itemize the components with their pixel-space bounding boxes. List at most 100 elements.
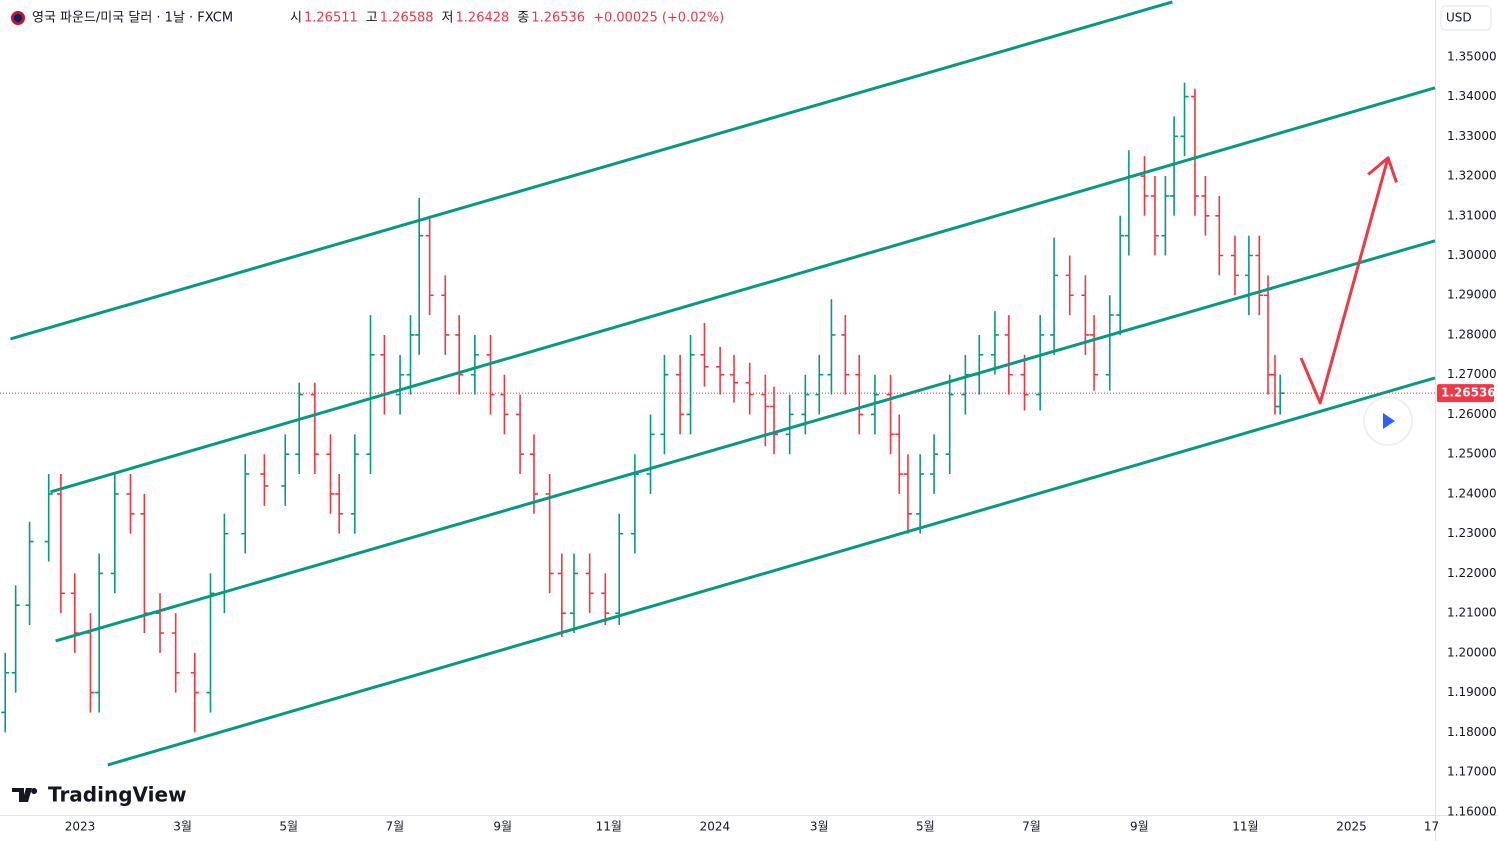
legend-label: 저	[442, 11, 454, 26]
ohlc-bar	[396, 354, 405, 415]
ohlc-bar	[716, 346, 725, 395]
logo-text: TradingView	[48, 783, 187, 807]
legend-label: 고	[366, 11, 378, 26]
ohlc-bar	[1201, 176, 1210, 236]
ohlc-bar	[1, 652, 10, 733]
ohlc-bar	[1276, 374, 1285, 415]
x-tick-label: 2023	[65, 820, 96, 834]
ohlc-bar	[1090, 315, 1099, 391]
y-tick-label: 1.26000	[1447, 407, 1497, 421]
plot-area	[0, 0, 1436, 767]
ohlc-bar	[190, 652, 199, 733]
ohlc-bar	[1170, 116, 1179, 216]
ohlc-bar	[1020, 354, 1029, 411]
y-tick-label: 1.17000	[1447, 765, 1497, 779]
ohlc-bar	[56, 474, 65, 614]
ohlc-bar	[570, 553, 578, 634]
y-tick-label: 1.32000	[1447, 169, 1497, 183]
ohlc-bar	[281, 434, 290, 506]
ohlc-bar	[1065, 255, 1074, 316]
ohlc-bar	[441, 275, 450, 355]
ohlc-bar	[1004, 315, 1013, 395]
ohlc-bar	[855, 354, 864, 435]
ohlc-bar	[676, 354, 685, 435]
ohlc-bar	[686, 334, 695, 435]
symbol-icon-inner	[14, 14, 22, 22]
legend-change: +0.00025 (+0.02%)	[593, 11, 724, 26]
y-tick-label: 1.27000	[1447, 367, 1497, 381]
x-tick-label: 7월	[1022, 820, 1041, 834]
ohlc-bar	[425, 215, 434, 316]
y-tick-label: 1.16000	[1447, 804, 1497, 818]
ohlc-bar	[700, 323, 709, 387]
ohlc-bar	[1190, 88, 1199, 216]
ohlc-bar	[1150, 176, 1159, 256]
ohlc-bar	[335, 474, 344, 534]
ohlc-bar	[1050, 237, 1059, 355]
x-tick-label: 17	[1424, 820, 1439, 834]
ohlc-bar	[895, 414, 904, 494]
legend-value: 1.26511	[304, 11, 358, 26]
ohlc-bar	[1255, 235, 1264, 316]
y-tick-label: 1.21000	[1447, 606, 1497, 620]
y-tick-label: 1.29000	[1447, 288, 1497, 302]
ohlc-bar	[241, 454, 250, 554]
y-tick-label: 1.20000	[1447, 645, 1497, 659]
ohlc-bar	[601, 573, 610, 626]
ohlc-bar	[415, 197, 424, 355]
ohlc-bar	[903, 454, 912, 534]
play-button[interactable]	[1363, 396, 1413, 446]
ohlc-bar	[171, 613, 180, 693]
ohlc-bar	[126, 474, 135, 534]
ohlc-bar	[1116, 215, 1125, 335]
legend-value: 1.26536	[531, 11, 585, 26]
ohlc-bar	[366, 315, 375, 475]
x-tick-label: 11월	[596, 820, 622, 834]
ohlc-bar	[945, 374, 954, 475]
ohlc-bar	[260, 454, 269, 506]
x-tick-label: 2024	[700, 820, 731, 834]
ohlc-bar	[615, 513, 624, 626]
legend-value: 1.26428	[456, 11, 510, 26]
play-icon[interactable]	[1383, 413, 1395, 429]
ohlc-legend: 시 1.26511 고 1.26588 저 1.26428 종 1.26536 +0.00025…	[290, 11, 724, 26]
ohlc-bar	[886, 374, 895, 455]
ohlc-bar	[1161, 176, 1170, 256]
y-tick-label: 1.24000	[1447, 486, 1497, 500]
ohlc-bar	[660, 354, 669, 455]
ohlc-bar	[11, 585, 20, 693]
trend-line	[55, 239, 1436, 643]
y-tick-label: 1.25000	[1447, 447, 1497, 461]
ohlc-bar	[529, 434, 538, 514]
ohlc-bar	[841, 315, 850, 395]
ohlc-bar	[1140, 156, 1149, 216]
ohlc-bar	[1036, 315, 1045, 411]
ohlc-bar	[930, 434, 939, 494]
ohlc-bar	[1244, 235, 1253, 316]
ohlc-bar	[470, 334, 479, 395]
currency-button[interactable]	[1440, 5, 1492, 31]
ohlc-bar	[44, 474, 53, 562]
ohlc-bar	[730, 354, 739, 403]
x-tick-label: 11월	[1232, 820, 1258, 834]
ohlc-bar	[95, 553, 104, 713]
logo[interactable]: TradingView	[12, 783, 187, 807]
ohlc-bar	[545, 474, 554, 594]
trend-line	[50, 86, 1436, 494]
ohlc-bar	[557, 553, 566, 637]
y-tick-label: 1.33000	[1447, 129, 1497, 143]
y-tick-label: 1.22000	[1447, 566, 1497, 580]
x-tick-label: 2025	[1336, 820, 1367, 834]
y-tick-label: 1.30000	[1447, 248, 1497, 262]
ohlc-bar	[350, 434, 359, 534]
x-tick-label: 3월	[810, 820, 829, 834]
y-tick-label: 1.31000	[1447, 208, 1497, 222]
trend-line	[107, 376, 1436, 767]
ohlc-bar	[110, 474, 119, 594]
currency-label[interactable]: USD	[1446, 11, 1472, 25]
y-tick-label: 1.34000	[1447, 89, 1497, 103]
x-tick-label: 7월	[385, 820, 404, 834]
y-tick-label: 1.19000	[1447, 685, 1497, 699]
